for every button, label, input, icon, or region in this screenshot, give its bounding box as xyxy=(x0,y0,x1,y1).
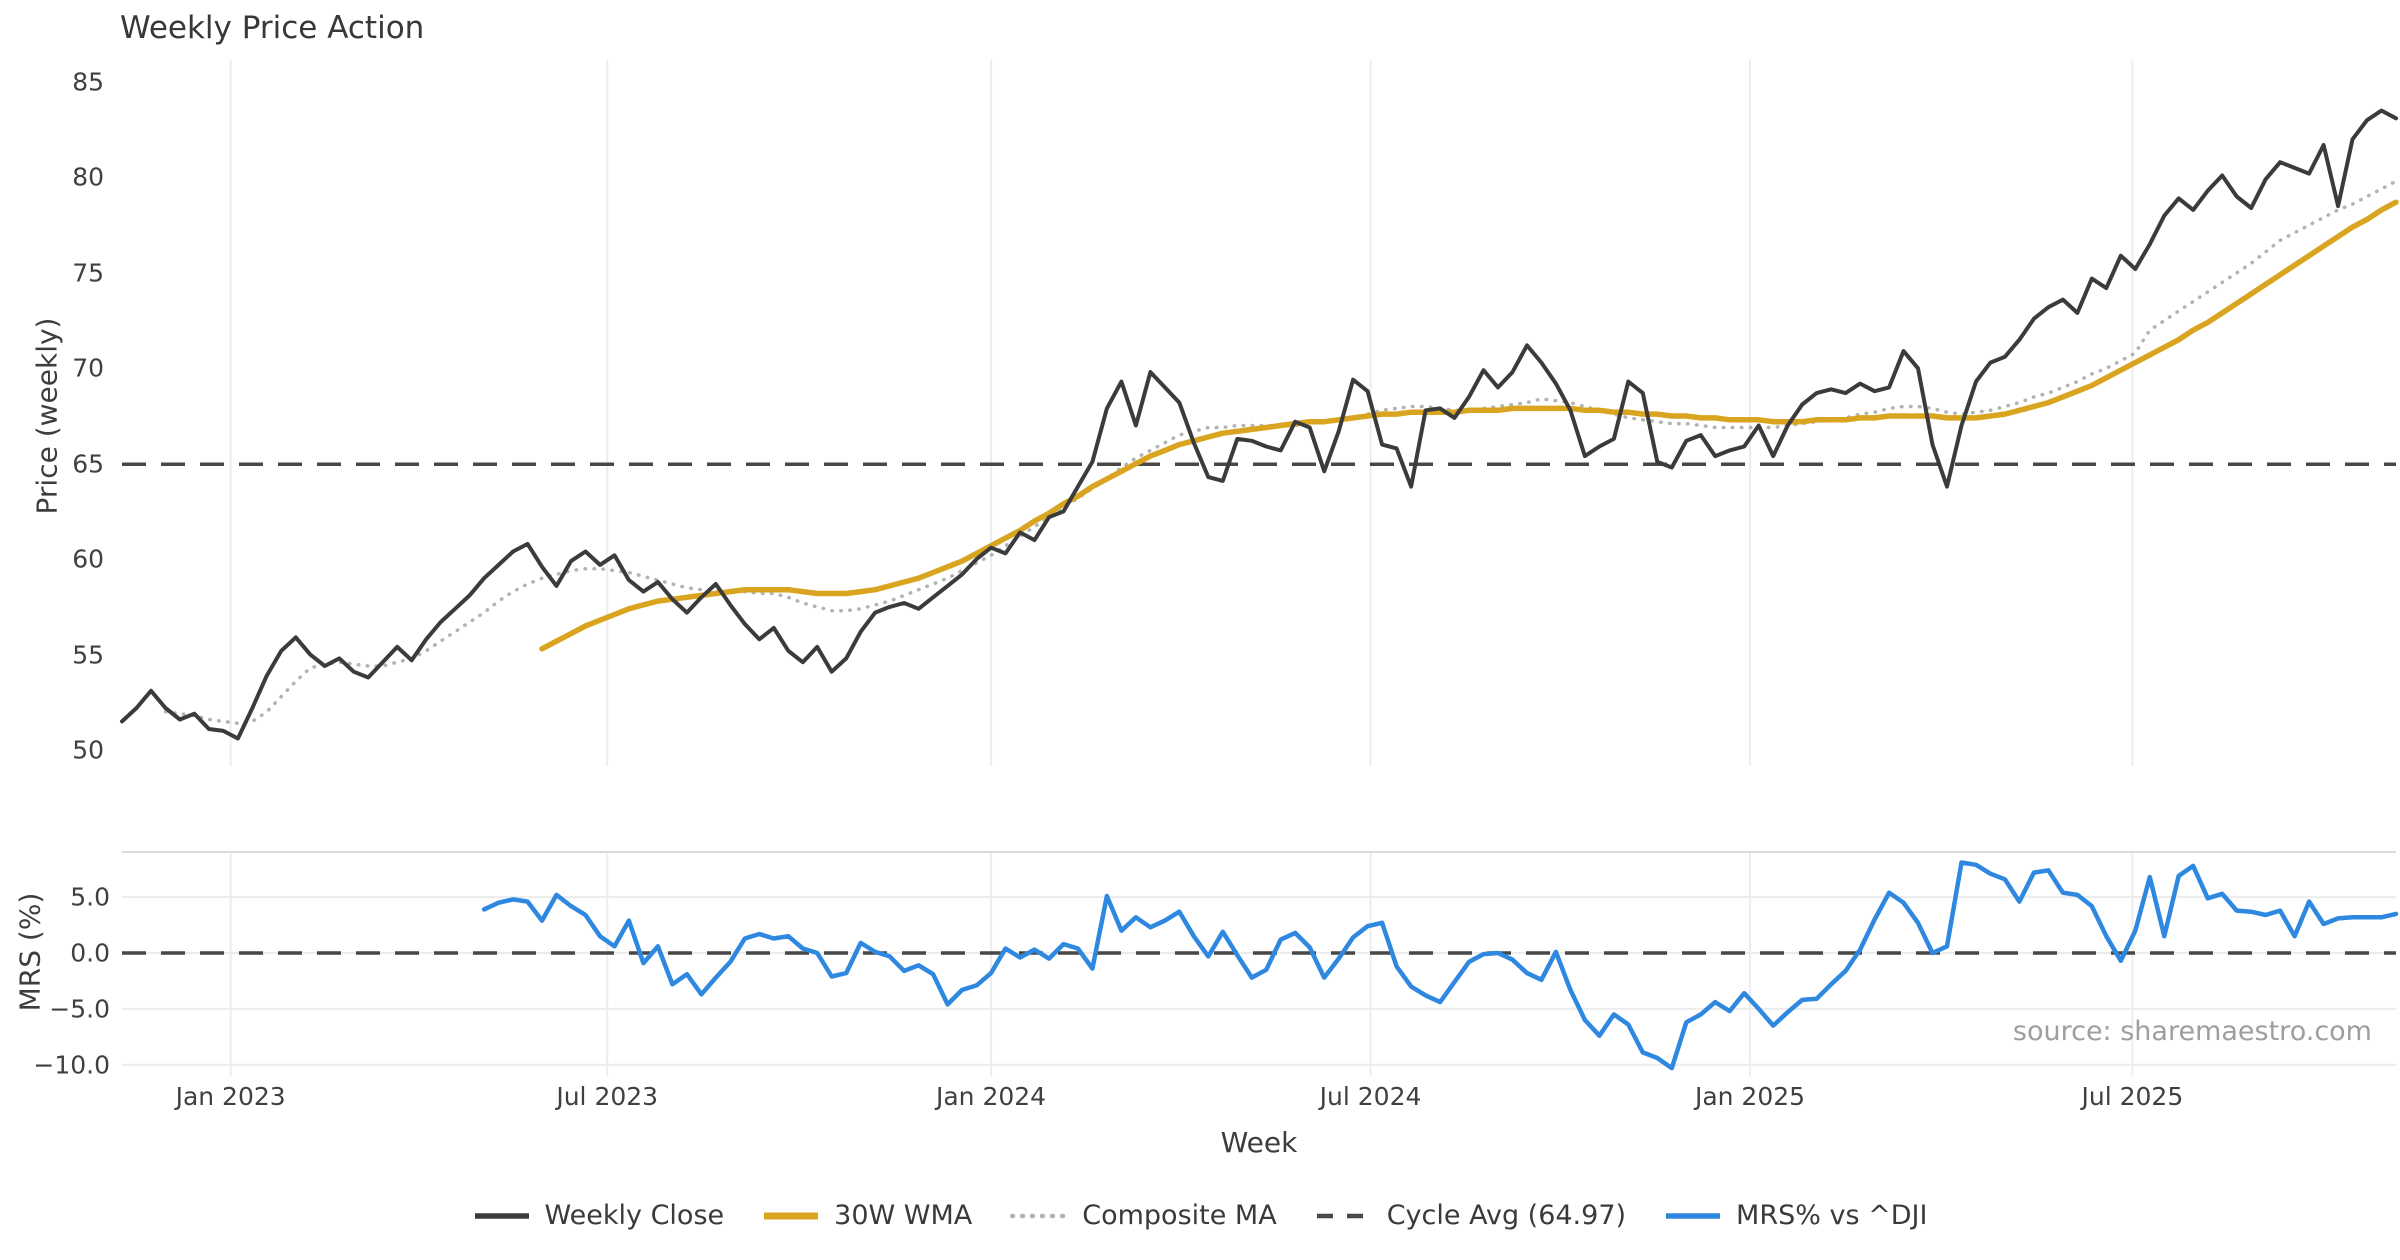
price-y-tick-label: 55 xyxy=(72,640,104,670)
legend-label: MRS% vs ^DJI xyxy=(1736,1200,1928,1231)
x-tick-label: Jul 2023 xyxy=(556,1082,659,1111)
legend-swatch xyxy=(1666,1212,1721,1219)
x-tick-label: Jul 2025 xyxy=(2081,1082,2184,1111)
mrs-y-tick-label: 0.0 xyxy=(70,938,110,968)
legend-label: Cycle Avg (64.97) xyxy=(1386,1200,1627,1231)
mrs-y-tick-label: −5.0 xyxy=(49,994,110,1024)
legend-item-composite-ma: Composite MA xyxy=(1010,1200,1277,1231)
legend-swatch xyxy=(474,1212,529,1219)
price-y-tick-label: 50 xyxy=(72,735,104,765)
price-y-tick-label: 70 xyxy=(72,353,104,383)
legend-label: 30W WMA xyxy=(834,1200,973,1231)
x-tick-label: Jan 2024 xyxy=(935,1082,1047,1111)
price-y-tick-label: 75 xyxy=(72,258,104,288)
x-axis-title: Week xyxy=(1220,1126,1298,1159)
x-tick-label: Jan 2023 xyxy=(175,1082,286,1111)
legend-swatch xyxy=(1010,1213,1069,1218)
price-y-tick-label: 85 xyxy=(72,67,104,97)
mrs-y-tick-label: −10.0 xyxy=(33,1050,110,1080)
legend-label: Weekly Close xyxy=(544,1200,725,1231)
legend-swatch xyxy=(1316,1213,1371,1218)
legend-item-cycle-avg-64-97-: Cycle Avg (64.97) xyxy=(1315,1200,1626,1231)
price-y-tick-label: 65 xyxy=(72,449,104,479)
legend-item-weekly-close: Weekly Close xyxy=(473,1200,725,1231)
legend-item-30w-wma: 30W WMA xyxy=(762,1200,972,1231)
mrs-axis-label: MRS (%) xyxy=(13,892,47,1012)
price-y-tick-label: 80 xyxy=(72,162,104,192)
legend-item-mrs-vs-dji: MRS% vs ^DJI xyxy=(1664,1200,1927,1231)
chart-title: Weekly Price Action xyxy=(120,10,425,46)
price-y-tick-label: 60 xyxy=(72,544,104,574)
weekly-close-line xyxy=(120,108,2398,741)
legend-swatch xyxy=(764,1212,819,1219)
legend: Weekly Close 30W WMA Composite MA Cycle Avg… xyxy=(0,1200,2400,1231)
source-credit: source: sharemaestro.com xyxy=(2012,1016,2372,1047)
x-tick-label: Jul 2024 xyxy=(1319,1082,1422,1111)
price-axis-label: Price (weekly) xyxy=(30,317,64,515)
wma-30w-line xyxy=(539,199,2399,652)
mrs-line xyxy=(481,860,2399,1071)
mrs-y-tick-label: 5.0 xyxy=(70,882,110,912)
legend-label: Composite MA xyxy=(1082,1200,1277,1231)
x-tick-label: Jan 2025 xyxy=(1694,1082,1806,1111)
